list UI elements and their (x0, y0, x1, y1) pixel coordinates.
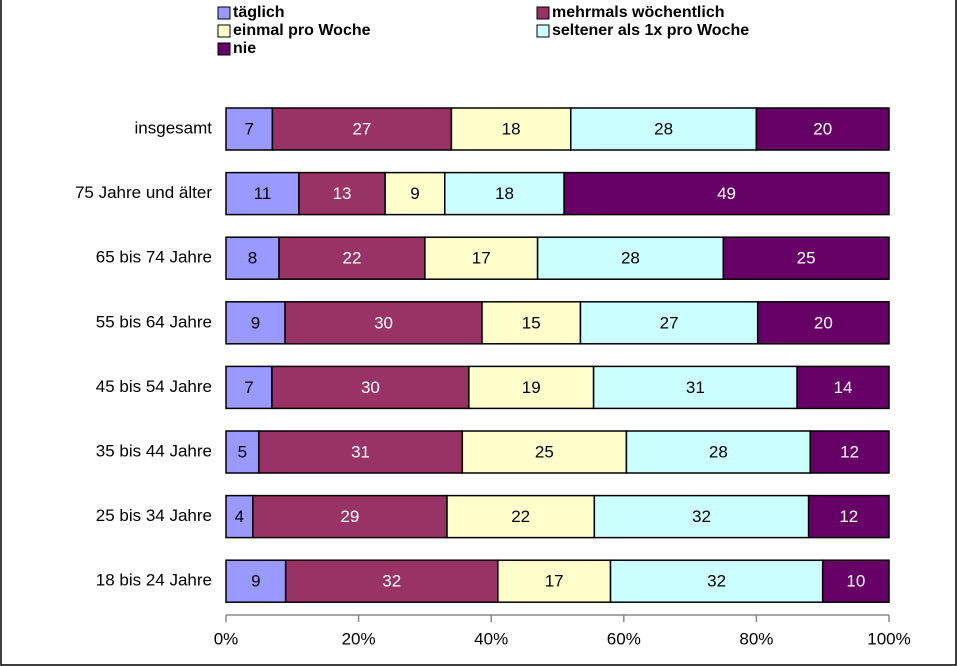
data-label: 18 (495, 184, 514, 203)
bar-segment (625, 430, 811, 474)
data-label: 8 (248, 249, 257, 268)
bar-segment (755, 107, 890, 151)
data-label: 22 (343, 249, 362, 268)
data-label: 17 (545, 572, 564, 591)
legend-label: mehrmals wöchentlich (552, 4, 725, 21)
bar-segment (570, 107, 758, 151)
data-label: 27 (660, 313, 679, 332)
data-label: 9 (251, 572, 260, 591)
bar-segment (271, 107, 453, 151)
legend-swatch (217, 42, 231, 56)
legend-swatch (536, 24, 550, 38)
bar-segment (258, 430, 464, 474)
bar-segment (536, 236, 724, 280)
bar-segment (497, 559, 612, 603)
legend-label: nie (233, 40, 256, 57)
x-tick-label: 60% (607, 629, 641, 648)
x-tick-label: 100% (867, 629, 910, 648)
bar-segment (225, 171, 300, 216)
data-label: 4 (235, 507, 244, 526)
data-label: 31 (686, 378, 705, 397)
bar-segment (284, 559, 499, 603)
data-label: 11 (254, 184, 272, 203)
data-label: 25 (535, 442, 554, 461)
data-label: 5 (238, 442, 247, 461)
x-tick-label: 80% (739, 629, 773, 648)
bar-segment (225, 559, 287, 603)
bar-segment (271, 365, 470, 410)
y-tick-label: 25 bis 34 Jahre (96, 506, 212, 525)
bar-segment (821, 559, 890, 603)
bar-segment (481, 301, 582, 345)
bar-segment (444, 171, 565, 216)
data-label: 12 (840, 442, 859, 461)
y-tick-label: insgesamt (135, 118, 213, 137)
data-label: 31 (351, 442, 370, 461)
data-label: 29 (340, 507, 359, 526)
data-label: 7 (244, 378, 253, 397)
data-label: 17 (472, 249, 491, 268)
data-label: 25 (797, 249, 816, 268)
bar-segment (424, 236, 539, 280)
data-label: 9 (410, 184, 419, 203)
data-label: 9 (251, 313, 260, 332)
data-label: 27 (352, 119, 371, 138)
data-label: 13 (333, 184, 352, 203)
data-label: 28 (621, 249, 640, 268)
legend-label: täglich (233, 4, 285, 21)
y-tick-label: 35 bis 44 Jahre (96, 441, 212, 460)
bar-segment (450, 107, 572, 151)
bar-segment (225, 236, 280, 280)
data-label: 19 (522, 378, 541, 397)
data-label: 30 (361, 378, 380, 397)
bar-segment (461, 430, 628, 474)
data-label: 32 (707, 572, 726, 591)
bar-segment (722, 236, 890, 280)
data-label: 32 (382, 572, 401, 591)
bar-segment (807, 494, 890, 539)
y-tick-label: 18 bis 24 Jahre (96, 571, 212, 590)
legend-label: seltener als 1x pro Woche (552, 22, 749, 39)
data-label: 49 (717, 184, 736, 203)
x-tick-label: 40% (474, 629, 508, 648)
y-tick-label: 75 Jahre und älter (75, 183, 212, 202)
data-label: 15 (522, 313, 541, 332)
y-tick-label: 55 bis 64 Jahre (96, 312, 212, 331)
data-label: 20 (813, 119, 832, 138)
x-tick-label: 20% (342, 629, 376, 648)
data-label: 30 (374, 313, 393, 332)
bar-segment (225, 365, 273, 410)
bar-segment (225, 107, 274, 151)
bar-segment (796, 365, 890, 410)
legend-label: einmal pro Woche (233, 22, 371, 39)
data-label: 18 (502, 119, 521, 138)
bar-segment (563, 171, 890, 216)
bar-segment (809, 430, 890, 474)
y-tick-label: 45 bis 54 Jahre (96, 377, 212, 396)
y-tick-label: 65 bis 74 Jahre (96, 248, 212, 267)
bar-segment (593, 494, 810, 539)
data-label: 14 (834, 378, 853, 397)
bar-segment (278, 236, 426, 280)
data-label: 22 (511, 507, 530, 526)
x-tick-label: 0% (214, 629, 239, 648)
bar-segment (579, 301, 759, 345)
bar-segment (609, 559, 824, 603)
legend-swatch (217, 6, 231, 20)
data-label: 10 (846, 572, 865, 591)
legend-swatch (536, 6, 550, 20)
data-label: 28 (709, 442, 728, 461)
legend-swatch (217, 24, 231, 38)
data-label: 12 (839, 507, 858, 526)
data-label: 28 (654, 119, 673, 138)
bar-segment (592, 365, 798, 410)
data-label: 32 (692, 507, 711, 526)
bar-segment (252, 494, 448, 539)
data-label: 7 (244, 119, 253, 138)
data-label: 20 (814, 313, 833, 332)
bar-segment (756, 301, 890, 345)
